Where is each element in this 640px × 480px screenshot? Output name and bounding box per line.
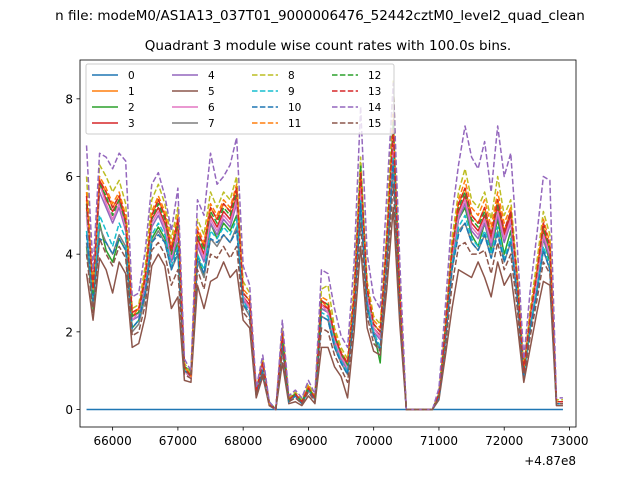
legend-label-0: 0	[128, 70, 135, 82]
y-tick-label: 4	[65, 248, 73, 262]
series-line-3	[85, 133, 563, 411]
x-tick-label: 66000	[94, 434, 132, 448]
legend-label-2: 2	[128, 102, 135, 114]
legend-label-9: 9	[288, 86, 295, 98]
y-tick-label: 8	[65, 92, 73, 106]
legend-label-11: 11	[288, 118, 301, 130]
x-tick-label: 73000	[550, 434, 588, 448]
x-tick-label: 67000	[159, 434, 197, 448]
series-line-15	[85, 183, 563, 411]
legend-label-4: 4	[208, 70, 215, 82]
y-tick-label: 0	[65, 403, 73, 417]
series-line-11	[85, 113, 563, 411]
legend-label-13: 13	[368, 86, 381, 98]
series-line-10	[85, 160, 563, 411]
legend-box	[85, 63, 395, 135]
legend-label-12: 12	[368, 70, 381, 82]
x-tick-label: 71000	[420, 434, 458, 448]
series-layer	[85, 78, 563, 411]
x-tick-label: 69000	[289, 434, 327, 448]
legend-label-14: 14	[368, 102, 382, 114]
y-tick-label: 2	[65, 325, 73, 339]
legend-label-7: 7	[208, 118, 215, 130]
x-tick-label: 68000	[224, 434, 262, 448]
y-tick-label: 6	[65, 170, 73, 184]
legend-label-1: 1	[128, 86, 135, 98]
y-axis-ticks: 0 2 4 6 8	[65, 92, 80, 417]
series-line-5	[85, 206, 563, 411]
x-axis-offset-label: +4.87e8	[524, 454, 576, 468]
series-line-14	[85, 82, 563, 411]
x-tick-label: 72000	[485, 434, 523, 448]
series-line-4	[85, 140, 563, 411]
figure-suptitle: n file: modeM0/AS1A13_037T01_9000006476_…	[55, 8, 585, 24]
series-line-13	[85, 129, 563, 411]
legend-label-15: 15	[368, 118, 381, 130]
legend-label-6: 6	[208, 102, 215, 114]
x-tick-label: 70000	[355, 434, 393, 448]
legend-label-5: 5	[208, 86, 215, 98]
legend-label-8: 8	[288, 70, 295, 82]
legend-label-3: 3	[128, 118, 135, 130]
x-axis-ticks: 66000 67000 68000 69000 70000 71000 72000 73000	[94, 427, 589, 448]
series-line-6	[85, 136, 563, 411]
series-line-9	[85, 156, 563, 411]
legend-label-10: 10	[288, 102, 301, 114]
series-line-8	[85, 78, 563, 411]
chart-title: Quadrant 3 module wise count rates with …	[145, 38, 511, 54]
